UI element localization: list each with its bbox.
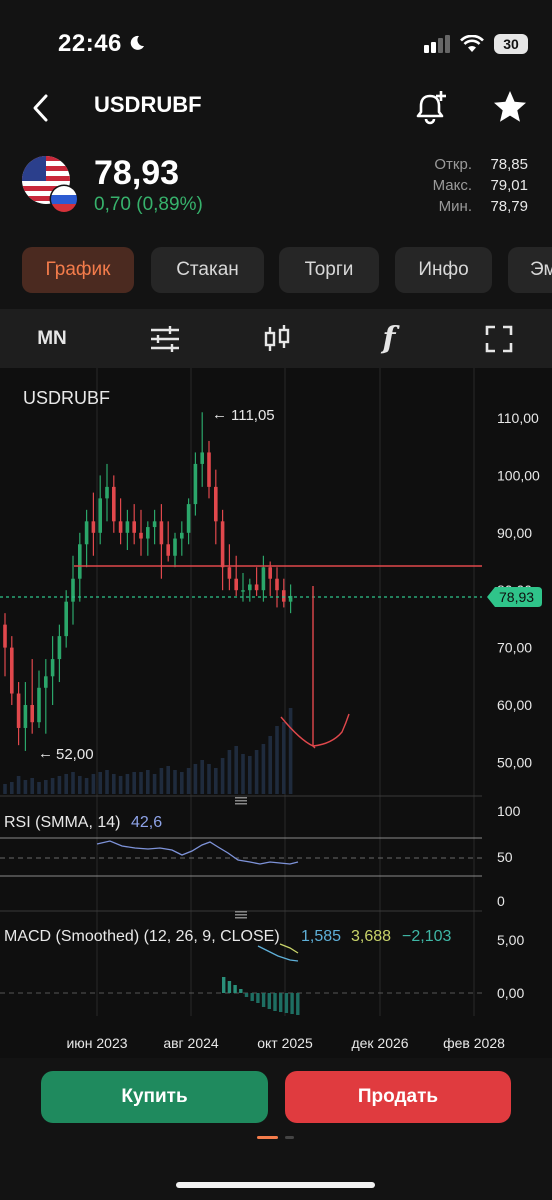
macd-value-3: −2,103 xyxy=(402,928,451,945)
candles xyxy=(3,412,293,751)
tab-issuer[interactable]: Эм xyxy=(508,247,552,293)
volume-bars xyxy=(3,708,293,794)
y-tick-label: 90,00 xyxy=(497,525,532,541)
sliders-icon xyxy=(151,325,179,352)
tab-chart[interactable]: График xyxy=(22,247,134,293)
tab-trades[interactable]: Торги xyxy=(279,247,379,293)
status-time: 22:46 xyxy=(58,30,122,57)
macd-pane: MACD (Smoothed) (12, 26, 9, CLOSE) 1,585… xyxy=(0,928,524,1015)
candlestick-icon xyxy=(264,324,290,351)
rsi-label: RSI (SMMA, 14) xyxy=(4,814,120,831)
sell-button[interactable]: Продать xyxy=(285,1071,511,1123)
tab-info[interactable]: Инфо xyxy=(395,247,492,293)
bell-plus-icon xyxy=(416,91,446,125)
y-tick-label: 50,00 xyxy=(497,754,532,770)
page-indicator-dot xyxy=(285,1136,294,1139)
indicators-button[interactable]: f xyxy=(368,309,410,368)
chart-symbol: USDRUBF xyxy=(23,388,110,408)
svg-text:100: 100 xyxy=(497,803,521,819)
timeframe-button[interactable]: MN xyxy=(37,327,67,349)
max-label: 111,05 xyxy=(231,407,275,424)
page-indicator-active xyxy=(257,1136,278,1139)
rsi-pane: RSI (SMMA, 14) 42,6 100 50 0 xyxy=(0,803,521,909)
settings-button[interactable] xyxy=(144,309,186,368)
svg-text:78,93: 78,93 xyxy=(499,589,534,605)
max-label-arrow: ← xyxy=(212,406,227,423)
back-button[interactable] xyxy=(28,90,54,126)
drawn-projection-line[interactable] xyxy=(312,586,316,749)
fullscreen-icon xyxy=(485,325,513,352)
favorite-button[interactable] xyxy=(492,90,528,129)
macd-value-1: 1,585 xyxy=(301,928,341,945)
add-alert-button[interactable] xyxy=(414,88,450,131)
macd-label: MACD (Smoothed) (12, 26, 9, CLOSE) xyxy=(4,928,280,945)
svg-text:0: 0 xyxy=(497,893,505,909)
tab-orderbook[interactable]: Стакан xyxy=(151,247,264,293)
currency-flags xyxy=(22,156,80,214)
svg-text:июн 2023: июн 2023 xyxy=(66,1035,127,1051)
svg-text:5,00: 5,00 xyxy=(497,932,524,948)
signal-icon xyxy=(424,35,450,53)
x-axis-labels: июн 2023 авг 2024 окт 2025 дек 2026 фев … xyxy=(66,1035,505,1051)
fullscreen-button[interactable] xyxy=(478,309,520,368)
y-tick-label: 70,00 xyxy=(497,640,532,656)
svg-text:авг 2024: авг 2024 xyxy=(163,1035,219,1051)
chart-toolbar: MN f xyxy=(0,309,552,368)
stat-open: Откр. 78,85 xyxy=(434,156,528,173)
function-icon: f xyxy=(382,321,396,356)
wifi-icon xyxy=(460,35,484,52)
chart-type-button[interactable] xyxy=(256,309,298,368)
status-indicators: 30 xyxy=(424,34,528,54)
star-icon xyxy=(494,91,526,122)
price-stats: Откр. 78,85 Макс. 79,01 Мин. 78,79 xyxy=(433,154,528,217)
y-tick-label: 60,00 xyxy=(497,697,532,713)
page-title: USDRUBF xyxy=(94,92,202,117)
drawn-curve[interactable] xyxy=(280,713,350,747)
vertical-grid xyxy=(96,368,475,1016)
rsi-value: 42,6 xyxy=(131,814,162,831)
svg-text:50: 50 xyxy=(497,849,513,865)
svg-text:фев 2028: фев 2028 xyxy=(443,1035,505,1051)
pane-resize-handle[interactable] xyxy=(235,911,247,919)
stat-low: Мин. 78,79 xyxy=(438,198,528,215)
price-change: 0,70 (0,89%) xyxy=(94,194,203,215)
y-tick-label: 100,00 xyxy=(497,467,540,483)
buy-button[interactable]: Купить xyxy=(41,1071,268,1123)
moon-icon xyxy=(128,34,146,57)
svg-text:окт 2025: окт 2025 xyxy=(257,1035,313,1051)
current-price-badge: 78,93 xyxy=(487,587,542,607)
home-indicator xyxy=(176,1182,375,1188)
last-price: 78,93 xyxy=(94,154,180,192)
svg-text:дек 2026: дек 2026 xyxy=(351,1035,408,1051)
svg-text:0,00: 0,00 xyxy=(497,985,524,1001)
pane-resize-handle[interactable] xyxy=(235,797,247,805)
min-label: 52,00 xyxy=(56,746,94,763)
battery-icon: 30 xyxy=(494,34,528,54)
min-label-arrow: ← xyxy=(38,745,53,762)
stat-high: Макс. 79,01 xyxy=(432,177,528,194)
y-tick-label: 110,00 xyxy=(497,410,539,426)
macd-value-2: 3,688 xyxy=(351,928,391,945)
